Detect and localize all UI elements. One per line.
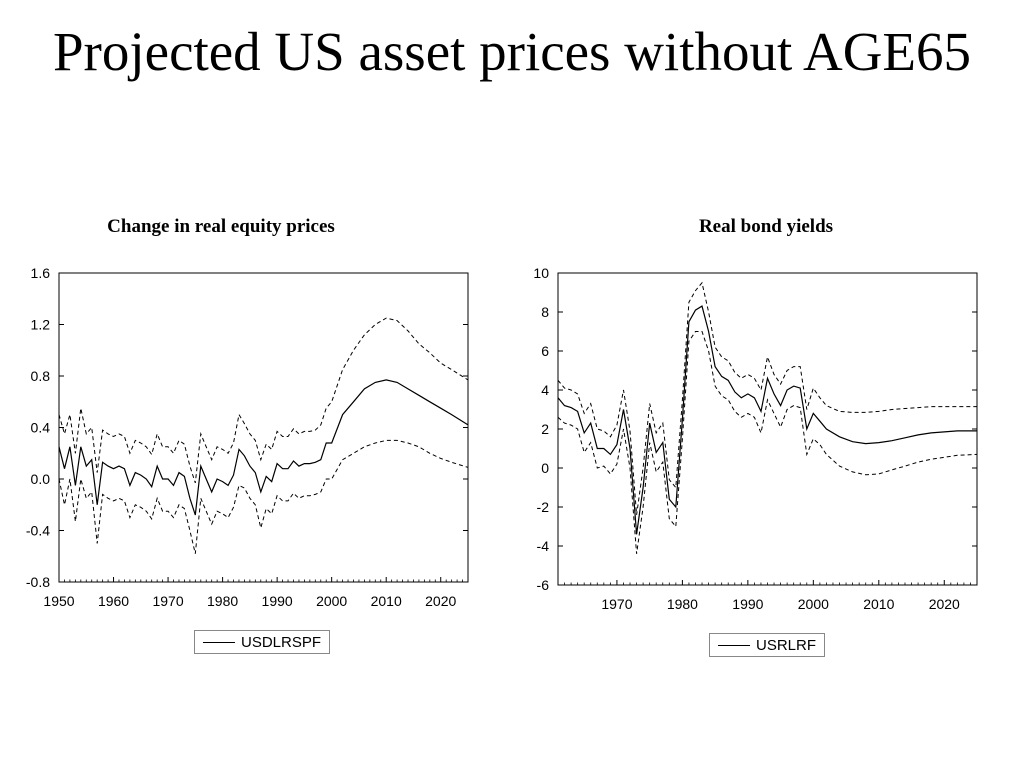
slide-title: Projected US asset prices without AGE65: [52, 21, 972, 82]
y-tick-label: 1.2: [31, 317, 51, 333]
x-tick-label: 2010: [863, 596, 894, 612]
x-tick-label: 1970: [152, 593, 183, 609]
forecast-line-bonds-0: [557, 305, 977, 535]
y-tick-label: 0.8: [31, 368, 51, 384]
y-tick-label: 8: [541, 304, 549, 320]
legend-label-equity: USDLRSPF: [241, 633, 322, 651]
x-tick-label: 2020: [425, 593, 456, 609]
plot-frame-bonds: [557, 272, 978, 586]
y-tick-label: 1.6: [31, 265, 51, 281]
y-tick-label: 0.0: [31, 471, 51, 487]
y-tick-label: 0: [541, 460, 549, 476]
x-tick-label: 1970: [601, 596, 632, 612]
confidence-band-line-bonds-1: [557, 281, 977, 515]
x-tick-label: 1980: [667, 596, 698, 612]
legend-bonds: USRLRF: [709, 633, 826, 657]
y-tick-label: -0.8: [26, 574, 50, 590]
y-tick-label: 6: [541, 343, 549, 359]
y-tick-label: 0.4: [31, 420, 51, 436]
x-tick-label: 1990: [732, 596, 763, 612]
x-tick-label: 2010: [371, 593, 402, 609]
plot-frame-equity: [58, 272, 469, 583]
x-tick-label: 1990: [262, 593, 293, 609]
legend-line-icon: [203, 641, 235, 643]
y-tick-label: -0.4: [26, 523, 50, 539]
x-tick-label: 2000: [316, 593, 347, 609]
confidence-band-line-bonds-2: [557, 331, 978, 554]
confidence-band-line-equity-1: [58, 317, 469, 484]
y-tick-label: -6: [537, 577, 550, 593]
legend-equity: USDLRSPF: [194, 630, 331, 654]
x-tick-label: 2000: [798, 596, 829, 612]
legend-label-bonds: USRLRF: [756, 636, 817, 654]
y-tick-label: 4: [541, 382, 549, 398]
chart-title-bonds: Real bond yields: [698, 216, 834, 237]
forecast-line-equity-0: [58, 379, 469, 516]
y-tick-label: -4: [537, 538, 550, 554]
confidence-band-line-equity-2: [58, 439, 469, 554]
y-tick-label: 2: [541, 421, 549, 437]
chart-title-equity: Change in real equity prices: [107, 216, 335, 237]
y-tick-label: 10: [533, 265, 549, 281]
x-tick-label: 1960: [98, 593, 129, 609]
x-tick-label: 1950: [43, 593, 74, 609]
x-tick-label: 1980: [207, 593, 238, 609]
legend-line-icon: [718, 644, 750, 646]
y-tick-label: -2: [537, 499, 550, 515]
x-tick-label: 2020: [929, 596, 960, 612]
